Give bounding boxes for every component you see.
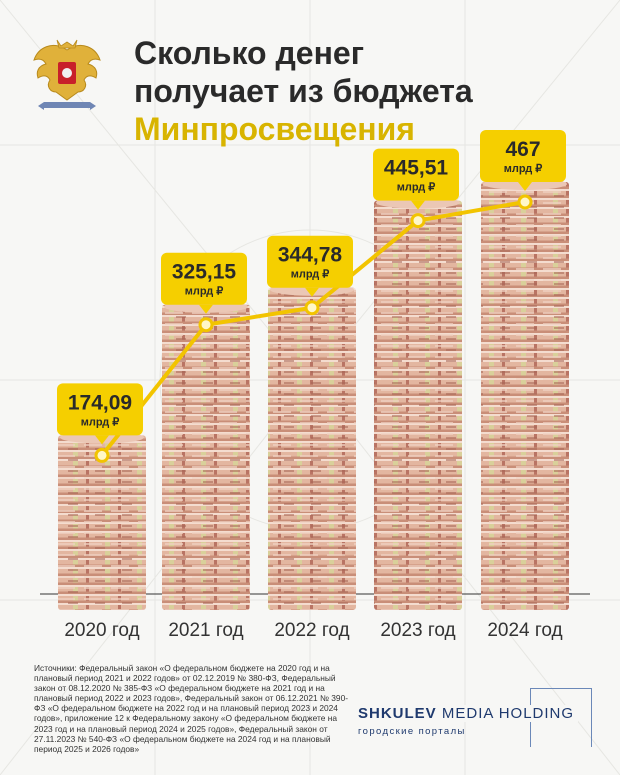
russian-coat-of-arms-icon: [33, 39, 101, 110]
data-point: [517, 194, 533, 210]
brand-name-bold: SHKULEV: [358, 705, 437, 722]
bar-2024: [481, 178, 569, 610]
brand-name: SHKULEV MEDIA HOLDING: [358, 705, 579, 722]
x-tick-label: 2020 год: [64, 620, 139, 641]
data-value: 344,78: [278, 244, 343, 267]
title-line-2: получает из бюджета: [134, 73, 473, 109]
data-label-2023: 445,51 млрд ₽: [373, 148, 459, 210]
brand-subtitle: городские порталы: [358, 726, 466, 737]
data-unit: млрд ₽: [397, 182, 436, 194]
title-line-1: Сколько денег: [134, 35, 365, 71]
data-unit: млрд ₽: [81, 416, 120, 428]
sources-note: Источники: Федеральный закон «О федераль…: [34, 663, 349, 754]
data-unit: млрд ₽: [504, 163, 543, 175]
data-label-2021: 325,15 млрд ₽: [161, 252, 247, 314]
data-value: 445,51: [384, 157, 449, 180]
data-unit: млрд ₽: [291, 269, 330, 281]
data-point: [94, 447, 110, 463]
data-label-2020: 174,09 млрд ₽: [57, 383, 143, 445]
x-tick-label: 2023 год: [380, 620, 455, 641]
bar-2021: [162, 300, 250, 610]
x-tick-label: 2024 год: [487, 620, 562, 641]
brand-name-rest: MEDIA HOLDING: [441, 705, 575, 722]
title-highlight: Минпросвещения: [134, 111, 415, 147]
data-point: [304, 300, 320, 316]
page-title: Сколько денег получает из бюджета Минпро…: [134, 34, 473, 148]
x-tick-label: 2021 год: [168, 620, 243, 641]
data-unit: млрд ₽: [185, 286, 224, 298]
bar-2022: [268, 283, 356, 610]
data-value: 325,15: [172, 261, 237, 284]
data-value: 467: [505, 138, 540, 161]
data-label-2024: 467 млрд ₽: [480, 130, 566, 191]
x-tick-label: 2022 год: [274, 620, 349, 641]
bar-2020: [58, 431, 146, 610]
bar-2023: [374, 196, 462, 610]
data-value: 174,09: [68, 391, 132, 414]
data-point: [198, 317, 214, 333]
data-point: [410, 213, 426, 229]
data-label-2022: 344,78 млрд ₽: [267, 235, 353, 297]
